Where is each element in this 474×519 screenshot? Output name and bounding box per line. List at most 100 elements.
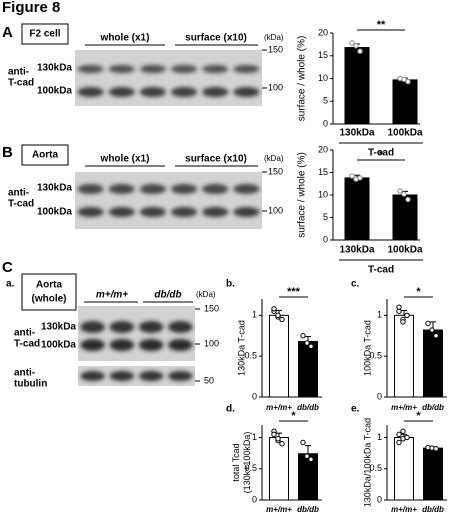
panel-letter: C [2, 259, 13, 276]
blot-band [138, 339, 164, 351]
panel-letter: B [2, 144, 13, 161]
data-point [400, 428, 406, 434]
y-tick-label: 0 [252, 391, 257, 401]
data-point [405, 196, 411, 203]
band-label: 100kDa [37, 207, 72, 218]
bar [269, 314, 289, 398]
sub-panel-letter: a. [6, 279, 15, 290]
blot-band [80, 321, 105, 333]
significance-label: * [291, 410, 296, 422]
marker-label: 150 [204, 303, 219, 313]
blot-band [139, 87, 167, 97]
band-label: 130kDa [37, 63, 72, 74]
marker-label: 100 [268, 205, 283, 215]
y-tick-label: 0 [323, 118, 328, 128]
sample-label: (whole) [32, 294, 67, 305]
y-axis-label: surface / whole (%) [297, 152, 308, 238]
data-point [396, 304, 402, 310]
y-tick-label: 0.5 [244, 351, 257, 361]
x-tick-label: db/db [422, 403, 444, 412]
data-point [357, 48, 363, 54]
antibody-label: T-cad [8, 78, 34, 89]
blot-band [138, 321, 164, 333]
blot-image [75, 172, 262, 229]
sample-box [21, 144, 69, 166]
blot-band [139, 207, 167, 217]
y-tick-label: 0 [377, 391, 382, 401]
blot-band [77, 207, 104, 217]
blot-band [139, 65, 167, 73]
blot-band [108, 207, 135, 217]
data-point [401, 76, 407, 83]
blot-band [139, 184, 167, 194]
panel-letter: d. [226, 404, 235, 415]
marker-label: 100 [268, 82, 283, 92]
y-tick-label: 1 [377, 310, 382, 320]
x-tick-label: m+/m+ [266, 403, 292, 412]
unit-label: (kDa) [264, 154, 284, 163]
blot-image [78, 306, 195, 361]
x-tick-label: 100kDa [387, 245, 422, 256]
blot-band [168, 321, 193, 333]
x-axis-label: T-cad [368, 265, 394, 276]
antibody-label: anti- [8, 188, 29, 199]
antibody-label: anti- [8, 67, 29, 78]
loading-label: anti- [14, 368, 35, 379]
blot-band [109, 371, 135, 381]
data-point [279, 441, 285, 447]
blot-band [170, 184, 198, 194]
data-point [304, 453, 310, 459]
data-point [405, 78, 411, 85]
bar [344, 177, 370, 241]
y-tick-label: 0.5 [244, 463, 257, 473]
group-label: whole (x1) [100, 154, 150, 165]
data-point [357, 175, 363, 181]
group-label: surface (x10) [185, 154, 247, 165]
data-point [397, 188, 403, 194]
y-tick-label: 15 [318, 50, 328, 60]
blot-band [80, 339, 105, 351]
bar [423, 447, 443, 501]
sample-label: F2 cell [29, 29, 60, 40]
sample-label: Aorta [36, 280, 63, 291]
x-tick-label: m+/m+ [391, 403, 417, 412]
x-tick-label: db/db [297, 505, 319, 514]
data-point [425, 320, 431, 327]
bar [298, 453, 318, 501]
data-point [308, 456, 314, 463]
bar [344, 47, 370, 125]
y-tick-label: 10 [318, 73, 328, 83]
bar [269, 437, 289, 501]
blot-band [233, 207, 260, 217]
unit-label: (kDa) [264, 33, 284, 42]
y-axis-label: total Tcad [231, 443, 241, 481]
bar [392, 79, 418, 125]
figure-title: Figure 8 [2, 0, 60, 16]
sample-box [21, 273, 77, 311]
data-point [433, 333, 439, 339]
data-point [300, 439, 306, 446]
x-tick-label: db/db [297, 403, 319, 412]
band-label: 130kDa [41, 322, 76, 333]
antibody-label: T-cad [14, 339, 40, 350]
y-axis-label: (130k+100kDa) [242, 432, 252, 494]
band-label: 100kDa [41, 340, 76, 351]
group-label: m+/m+ [96, 290, 128, 301]
data-point [279, 316, 285, 323]
y-tick-label: 0.5 [369, 351, 382, 361]
data-point [401, 191, 407, 197]
blot-image [78, 366, 195, 386]
band-label: 130kDa [37, 183, 72, 194]
y-tick-label: 20 [318, 144, 328, 154]
y-tick-label: 5 [323, 212, 328, 222]
significance-label: *** [287, 286, 301, 298]
x-tick-label: db/db [422, 505, 444, 514]
bar [394, 437, 414, 501]
data-point [304, 340, 310, 346]
x-tick-label: 100kDa [387, 128, 422, 139]
panel-letter: e. [351, 404, 360, 415]
significance-label: * [416, 286, 421, 298]
blot-band [77, 184, 104, 194]
blot-band [170, 65, 198, 73]
y-tick-label: 0 [323, 234, 328, 244]
